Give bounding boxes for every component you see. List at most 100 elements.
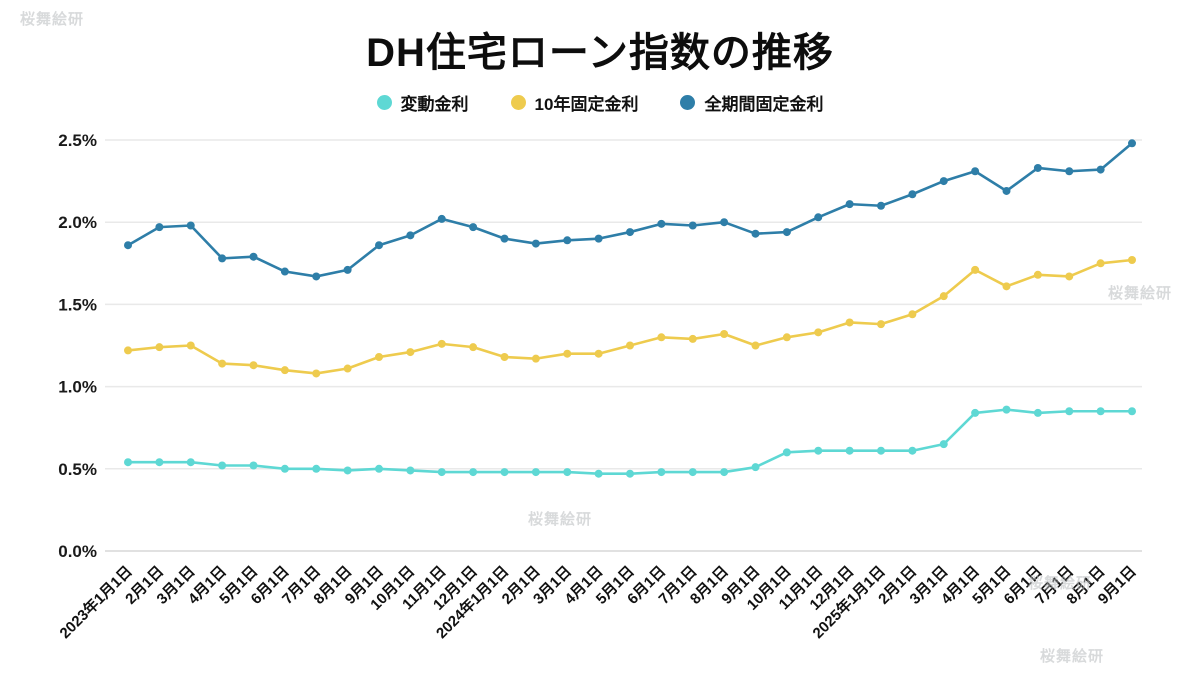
data-point: [155, 343, 164, 352]
data-point: [688, 334, 697, 343]
data-point: [720, 218, 729, 227]
data-point: [249, 361, 258, 370]
data-point: [877, 201, 885, 210]
legend-label: 変動金利: [400, 95, 469, 114]
data-point: [343, 466, 352, 475]
y-axis-tick-label: 1.0%: [58, 378, 97, 397]
data-point: [124, 458, 132, 467]
data-point: [406, 231, 415, 240]
data-point: [1002, 186, 1011, 195]
data-point: [908, 190, 917, 199]
data-point: [406, 348, 415, 357]
data-point: [1128, 407, 1136, 416]
data-point: [782, 448, 791, 457]
series-line: [126, 141, 1134, 278]
data-point: [939, 440, 948, 449]
data-point: [657, 333, 666, 342]
data-point: [1002, 282, 1011, 291]
data-point: [312, 369, 321, 378]
data-point: [531, 354, 540, 363]
data-point: [1096, 165, 1105, 174]
data-point: [1033, 163, 1042, 172]
data-point: [280, 464, 289, 473]
data-point: [280, 267, 289, 276]
data-point: [877, 320, 885, 329]
data-point: [908, 446, 917, 455]
data-point: [845, 200, 854, 209]
data-point: [939, 177, 948, 186]
legend-item-full-term-fixed-rate: 全期間固定金利: [680, 90, 823, 115]
data-point: [594, 469, 603, 478]
legend-dot-full-term-fixed-rate-icon: [680, 95, 696, 110]
data-point: [688, 468, 697, 477]
data-point: [469, 343, 478, 352]
data-point: [437, 339, 446, 348]
data-point: [971, 167, 980, 176]
legend-label: 全期間固定金利: [704, 95, 824, 114]
data-point: [1033, 408, 1042, 417]
data-point: [1128, 139, 1136, 148]
data-point: [280, 366, 289, 375]
data-point: [124, 241, 132, 250]
data-point: [1033, 270, 1042, 279]
data-point: [343, 265, 352, 274]
data-point: [939, 292, 948, 301]
data-point: [1128, 256, 1136, 265]
data-point: [155, 223, 164, 232]
data-point: [1096, 259, 1105, 268]
chart-title: DH住宅ローン指数の推移: [366, 31, 834, 75]
y-axis-tick-label: 2.0%: [58, 213, 97, 232]
legend-dot-variable-rate-icon: [376, 95, 392, 110]
data-point: [218, 461, 227, 470]
data-point: [155, 458, 164, 467]
data-point: [845, 446, 854, 455]
x-axis-tick-label: 2023年1月1日: [56, 562, 136, 642]
data-point: [782, 228, 791, 237]
y-axis-tick-label: 0.0%: [58, 542, 97, 561]
data-point: [500, 234, 509, 243]
data-point: [500, 468, 509, 477]
legend-dot-10yr-fixed-rate-icon: [510, 95, 526, 110]
y-axis-tick-label: 2.5%: [58, 131, 97, 150]
data-point: [814, 213, 823, 222]
data-point: [406, 466, 415, 475]
data-point: [563, 468, 572, 477]
data-point: [375, 241, 383, 250]
data-point: [1065, 167, 1074, 176]
legend-label: 10年固定金利: [534, 95, 639, 114]
data-point: [688, 221, 697, 230]
legend-item-10yr-fixed-rate: 10年固定金利: [510, 90, 639, 115]
data-point: [1096, 407, 1105, 416]
data-point: [1065, 272, 1074, 281]
data-point: [877, 446, 885, 455]
data-point: [657, 468, 666, 477]
data-point: [1002, 405, 1011, 414]
series-line: [126, 408, 1134, 476]
data-point: [343, 364, 352, 373]
data-point: [971, 408, 980, 417]
data-point: [720, 468, 729, 477]
data-point: [626, 469, 634, 478]
data-point: [218, 359, 227, 368]
data-point: [563, 236, 572, 245]
data-point: [782, 333, 791, 342]
data-point: [563, 349, 572, 358]
data-point: [312, 464, 321, 473]
y-axis-tick-label: 1.5%: [58, 295, 97, 314]
data-point: [375, 464, 383, 473]
data-point: [500, 353, 509, 362]
data-point: [437, 214, 446, 223]
data-point: [469, 468, 478, 477]
data-point: [249, 461, 258, 470]
data-point: [437, 468, 446, 477]
data-point: [531, 239, 540, 248]
data-point: [751, 341, 760, 350]
data-point: [626, 228, 634, 237]
data-point: [186, 341, 195, 350]
data-point: [751, 463, 760, 472]
data-point: [814, 328, 823, 337]
data-point: [249, 252, 258, 261]
data-point: [720, 329, 729, 338]
data-point: [594, 349, 603, 358]
